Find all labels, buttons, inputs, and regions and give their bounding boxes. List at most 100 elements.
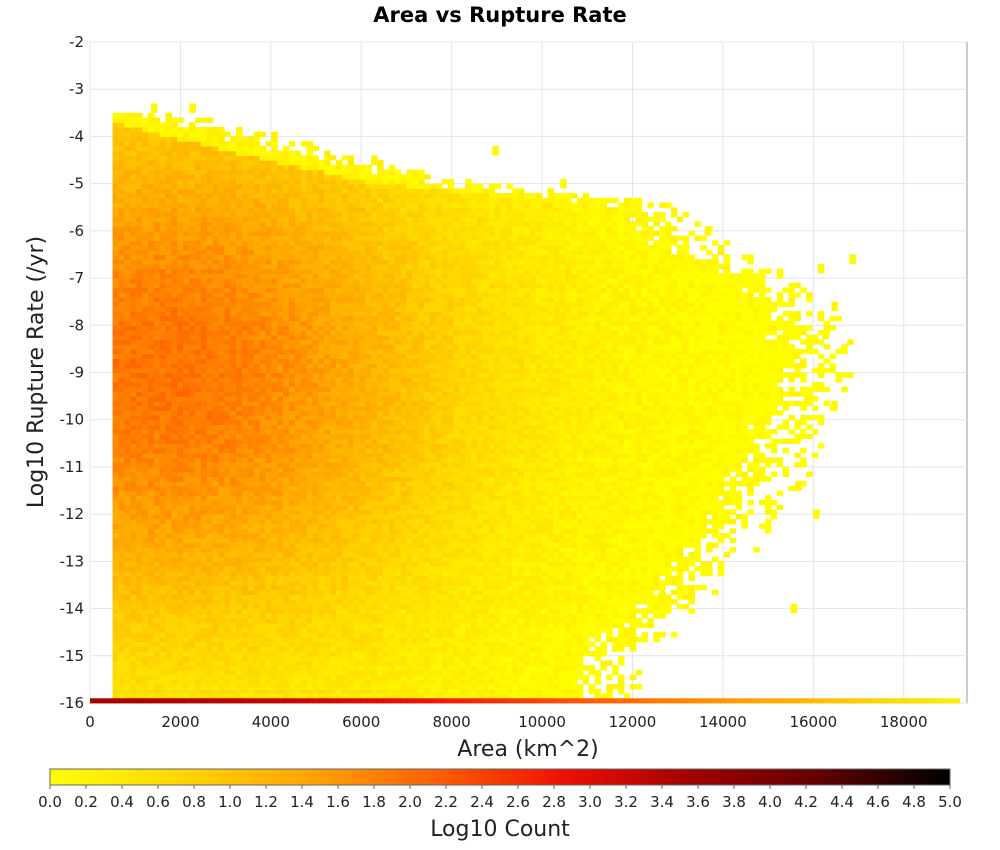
- heatmap-cell: [159, 636, 167, 643]
- heatmap-cell: [318, 561, 325, 567]
- heatmap-cell: [394, 655, 402, 662]
- heatmap-cell: [194, 514, 202, 520]
- heatmap-cell: [371, 509, 378, 515]
- heatmap-cell: [441, 632, 449, 638]
- heatmap-cell: [512, 684, 519, 690]
- heatmap-cell: [635, 608, 643, 614]
- heatmap-cell: [230, 481, 237, 487]
- heatmap-cell: [212, 655, 219, 662]
- heatmap-cell: [359, 575, 366, 581]
- heatmap-cell: [183, 537, 190, 544]
- heatmap-cell: [623, 636, 631, 643]
- heatmap-cell: [236, 551, 243, 558]
- heatmap-cell: [618, 632, 625, 638]
- heatmap-cell: [512, 471, 519, 477]
- heatmap-cell: [653, 542, 660, 548]
- heatmap-cell: [189, 575, 196, 581]
- heatmap-cell: [588, 495, 596, 501]
- heatmap-cell: [259, 651, 266, 657]
- heatmap-cell: [171, 485, 178, 492]
- heatmap-cell: [171, 481, 178, 487]
- heatmap-cell: [136, 518, 143, 525]
- heatmap-cell: [553, 457, 560, 463]
- heatmap-cell: [541, 679, 549, 685]
- heatmap-cell: [541, 528, 549, 534]
- heatmap-cell: [694, 485, 701, 492]
- heatmap-cell: [553, 514, 560, 520]
- heatmap-cell: [588, 575, 596, 581]
- heatmap-cell: [623, 627, 631, 633]
- heatmap-cell: [241, 603, 249, 610]
- heatmap-cell: [618, 551, 625, 558]
- heatmap-cell: [400, 514, 408, 520]
- heatmap-cell: [717, 462, 725, 468]
- heatmap-cell: [482, 547, 490, 553]
- heatmap-cell: [341, 490, 349, 496]
- heatmap-cell: [283, 495, 290, 501]
- heatmap-cell: [623, 566, 631, 572]
- heatmap-cell: [353, 627, 361, 633]
- heatmap-cell: [565, 636, 572, 643]
- heatmap-cell: [559, 688, 566, 695]
- heatmap-cell: [371, 570, 378, 577]
- heatmap-cell: [523, 646, 531, 652]
- heatmap-cell: [494, 660, 502, 666]
- heatmap-cell: [512, 518, 519, 525]
- heatmap-cell: [723, 499, 731, 506]
- heatmap-cell: [365, 693, 372, 699]
- heatmap-cell: [488, 495, 496, 501]
- heatmap-cell: [230, 627, 237, 633]
- heatmap-cell: [641, 594, 648, 600]
- heatmap-cell: [541, 566, 549, 572]
- heatmap-cell: [418, 608, 425, 614]
- heatmap-cell: [277, 514, 284, 520]
- heatmap-cell: [377, 608, 384, 614]
- heatmap-cell: [124, 599, 131, 605]
- heatmap-cell: [194, 533, 202, 539]
- heatmap-cell: [241, 655, 249, 662]
- heatmap-cell: [230, 608, 237, 614]
- heatmap-cell: [518, 518, 525, 525]
- heatmap-cell: [147, 584, 155, 591]
- heatmap-cell: [312, 466, 319, 473]
- heatmap-cell: [394, 556, 402, 562]
- heatmap-cell: [283, 655, 290, 662]
- heatmap-cell: [500, 533, 507, 539]
- heatmap-cell: [359, 542, 366, 548]
- heatmap-cell: [582, 636, 590, 643]
- heatmap-cell: [535, 566, 543, 572]
- heatmap-cell: [518, 490, 525, 496]
- heatmap-cell: [559, 636, 566, 643]
- heatmap-cell: [218, 580, 225, 586]
- heatmap-cell: [776, 490, 784, 496]
- heatmap-cell: [177, 457, 184, 463]
- heatmap-cell: [482, 566, 490, 572]
- heatmap-cell: [230, 542, 237, 548]
- heatmap-cell: [171, 537, 178, 544]
- heatmap-cell: [706, 471, 713, 477]
- heatmap-cell: [112, 490, 120, 496]
- heatmap-cell: [194, 523, 202, 529]
- heatmap-cell: [553, 599, 560, 605]
- heatmap-cell: [147, 622, 155, 629]
- heatmap-cell: [406, 509, 413, 515]
- heatmap-cell: [206, 693, 214, 699]
- heatmap-cell: [565, 547, 572, 553]
- heatmap-cell: [670, 589, 678, 596]
- heatmap-cell: [159, 674, 167, 680]
- heatmap-cell: [618, 641, 625, 647]
- heatmap-cell: [130, 599, 137, 605]
- heatmap-cell: [465, 471, 472, 477]
- heatmap-cell: [529, 674, 537, 680]
- heatmap-cell: [341, 495, 349, 501]
- heatmap-cell: [553, 603, 560, 610]
- heatmap-cell: [177, 523, 184, 529]
- heatmap-cell: [447, 570, 455, 577]
- heatmap-cell: [476, 679, 484, 685]
- heatmap-cell: [500, 679, 507, 685]
- heatmap-cell: [294, 599, 302, 605]
- heatmap-cell: [200, 570, 208, 577]
- heatmap-cell: [688, 561, 696, 567]
- heatmap-cell: [283, 533, 290, 539]
- heatmap-cell: [341, 679, 349, 685]
